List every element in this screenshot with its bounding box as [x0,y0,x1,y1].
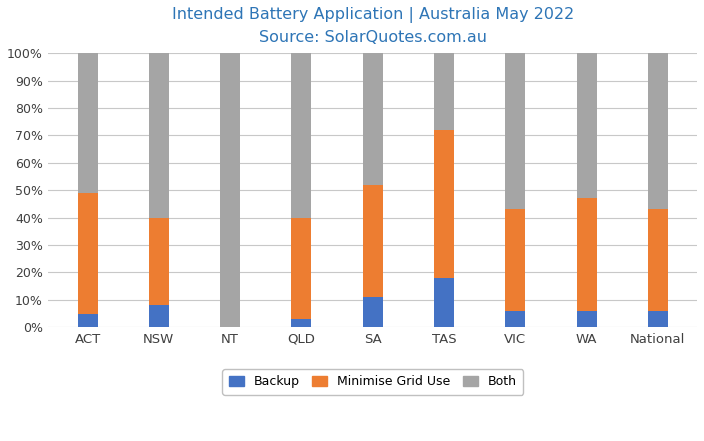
Bar [505,53,525,209]
Title: Intended Battery Application | Australia May 2022
Source: SolarQuotes.com.au: Intended Battery Application | Australia… [172,7,574,45]
Bar [77,193,98,314]
Legend: Backup, Minimise Grid Use, Both: Backup, Minimise Grid Use, Both [222,369,523,395]
Bar [577,311,596,327]
Bar [434,53,454,130]
Bar [363,297,383,327]
Bar [363,185,383,297]
Bar [363,53,383,185]
Bar [77,314,98,327]
Bar [291,319,311,327]
Bar [291,218,311,319]
Bar [505,311,525,327]
Bar [291,53,311,218]
Bar [77,53,98,193]
Bar [434,130,454,278]
Bar [149,305,169,327]
Bar [220,53,240,327]
Bar [648,209,668,311]
Bar [149,218,169,305]
Bar [648,53,668,209]
Bar [577,53,596,198]
Bar [434,278,454,327]
Bar [505,209,525,311]
Bar [648,311,668,327]
Bar [577,198,596,311]
Bar [149,53,169,218]
